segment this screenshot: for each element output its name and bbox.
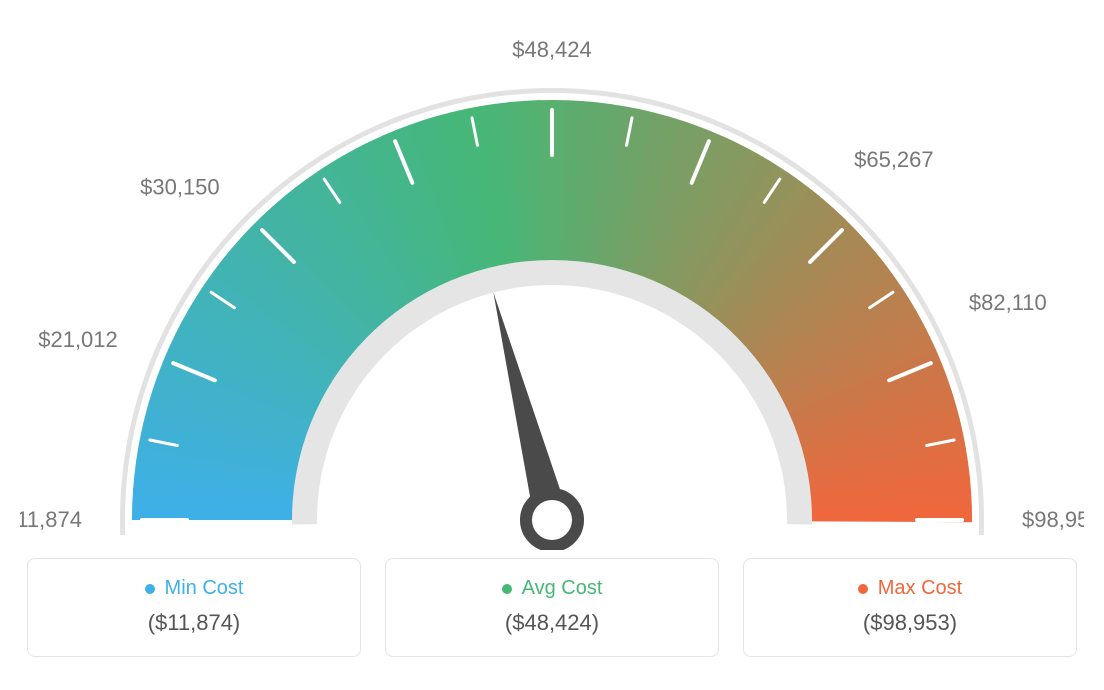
svg-text:$65,267: $65,267 xyxy=(854,147,934,172)
gauge-chart: $11,874 $21,012 $30,150 $48,424 $65,267 $82,1… xyxy=(20,20,1084,550)
min-cost-title: Min Cost xyxy=(165,577,244,600)
svg-text:$48,424: $48,424 xyxy=(512,37,592,62)
avg-cost-card: Avg Cost ($48,424) xyxy=(385,558,719,657)
max-cost-value: ($98,953) xyxy=(768,610,1052,636)
avg-cost-dot xyxy=(502,584,512,594)
avg-cost-title: Avg Cost xyxy=(522,577,603,600)
svg-text:$30,150: $30,150 xyxy=(140,175,220,200)
min-cost-dot xyxy=(145,584,155,594)
max-cost-dot xyxy=(858,584,868,594)
max-cost-title: Max Cost xyxy=(878,577,962,600)
min-cost-card: Min Cost ($11,874) xyxy=(27,558,361,657)
max-cost-card: Max Cost ($98,953) xyxy=(743,558,1077,657)
avg-cost-value: ($48,424) xyxy=(410,610,694,636)
cost-summary-cards: Min Cost ($11,874) Avg Cost ($48,424) Ma… xyxy=(27,558,1077,657)
svg-text:$98,953: $98,953 xyxy=(1022,507,1084,532)
svg-text:$82,110: $82,110 xyxy=(969,290,1047,315)
min-cost-value: ($11,874) xyxy=(52,610,336,636)
svg-text:$21,012: $21,012 xyxy=(38,327,118,352)
svg-text:$11,874: $11,874 xyxy=(20,507,82,532)
